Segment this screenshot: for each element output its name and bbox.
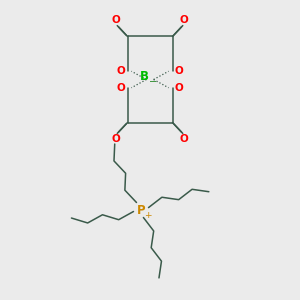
Text: O: O <box>112 134 121 144</box>
Text: O: O <box>179 134 188 144</box>
Text: P: P <box>137 203 145 217</box>
Text: O: O <box>179 15 188 25</box>
Text: −: − <box>149 77 157 87</box>
Text: O: O <box>175 66 184 76</box>
Text: O: O <box>116 66 125 76</box>
Text: O: O <box>116 83 125 93</box>
Text: +: + <box>144 212 152 220</box>
Text: O: O <box>175 83 184 93</box>
Text: O: O <box>112 15 121 25</box>
Text: B: B <box>140 70 149 83</box>
